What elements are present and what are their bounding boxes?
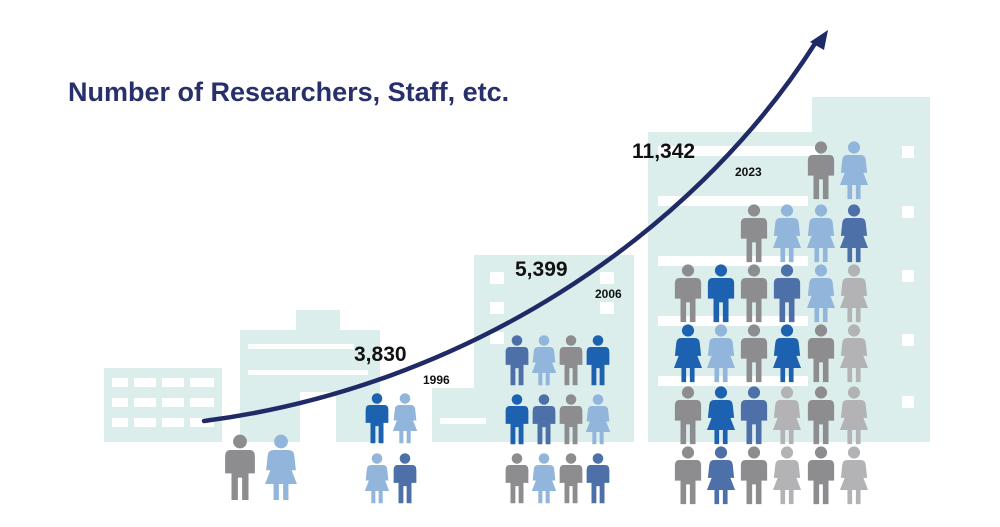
growth-arrow xyxy=(201,30,828,424)
person-icon xyxy=(265,434,297,500)
year-label-2023: 2023 xyxy=(735,165,762,179)
building-2 xyxy=(240,310,380,442)
person-icon xyxy=(364,453,390,504)
value-label-2023: 11,342 xyxy=(632,140,695,163)
person-icon xyxy=(807,446,835,505)
person-icon xyxy=(393,453,417,504)
person-icon xyxy=(225,434,255,500)
person-icon xyxy=(586,453,610,504)
value-label-1996: 3,830 xyxy=(354,343,407,366)
person-icon xyxy=(839,446,869,505)
year-label-2006: 2006 xyxy=(595,287,622,301)
year-label-1996: 1996 xyxy=(423,373,450,387)
person-icon xyxy=(706,446,736,505)
growth-curve xyxy=(201,39,819,424)
person-icon xyxy=(531,453,557,504)
chart-title: Number of Researchers, Staff, etc. xyxy=(68,77,509,107)
person-icon xyxy=(505,453,529,504)
person-icon xyxy=(772,446,802,505)
person-icon xyxy=(740,446,768,505)
person-icon xyxy=(674,446,702,505)
value-label-2006: 5,399 xyxy=(515,258,568,281)
arrow-head-icon xyxy=(810,30,828,50)
person-icon xyxy=(559,453,583,504)
building-1 xyxy=(104,368,222,442)
person-icon xyxy=(392,393,418,444)
data-labels: 3,830 1996 5,399 2006 11,342 2023 xyxy=(354,140,762,387)
